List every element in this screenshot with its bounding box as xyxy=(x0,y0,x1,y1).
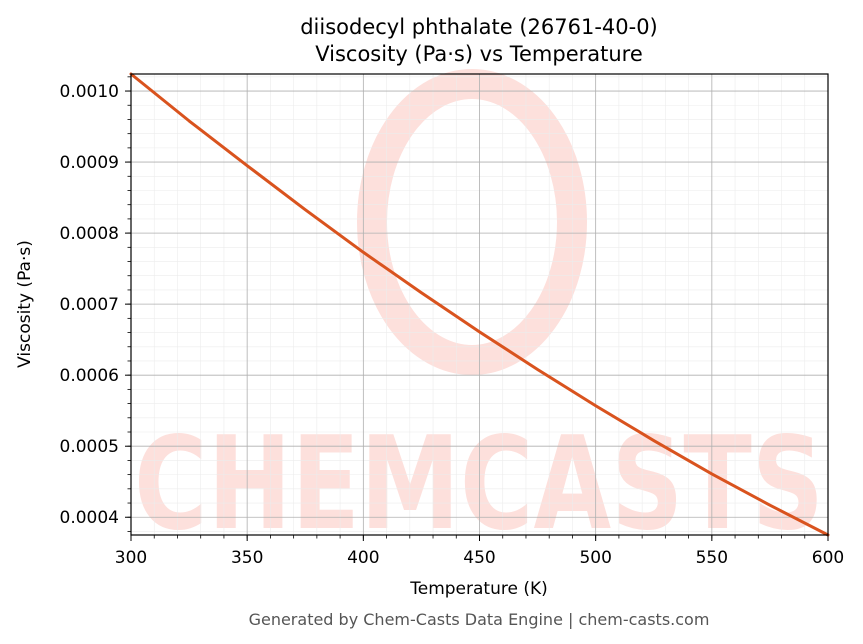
y-tick-label: 0.0007 xyxy=(60,295,119,315)
x-axis-label: Temperature (K) xyxy=(409,579,548,599)
y-tick-label: 0.0008 xyxy=(60,224,119,244)
chart-title-line1: diisodecyl phthalate (26761-40-0) xyxy=(300,15,658,39)
x-tick-label: 450 xyxy=(463,548,495,568)
series-layer xyxy=(129,72,830,537)
watermark-logo-ring xyxy=(357,69,587,375)
y-axis-label: Viscosity (Pa·s) xyxy=(15,240,35,368)
y-tick-label: 0.0005 xyxy=(60,437,119,457)
watermark-text: CHEMCASTS xyxy=(134,410,824,559)
series-line xyxy=(129,72,830,537)
y-tick-label: 0.0004 xyxy=(60,508,119,528)
footer-credit: Generated by Chem-Casts Data Engine | ch… xyxy=(249,610,710,629)
y-tick-label: 0.0009 xyxy=(60,153,119,173)
watermark: CHEMCASTS xyxy=(134,69,824,559)
y-tick-label: 0.0010 xyxy=(60,82,119,102)
x-tick-label: 600 xyxy=(812,548,844,568)
x-tick-label: 550 xyxy=(696,548,728,568)
y-tick-label: 0.0006 xyxy=(60,366,119,386)
x-tick-label: 350 xyxy=(231,548,263,568)
chart-title-line2: Viscosity (Pa·s) vs Temperature xyxy=(315,42,643,66)
y-axis-ticks: 0.0004 0.0005 0.0006 0.0007 0.0008 0.0009 0.00… xyxy=(60,76,131,532)
x-axis-ticks: 300 350 400 450 500 550 600 xyxy=(115,535,844,568)
x-tick-label: 500 xyxy=(579,548,611,568)
x-tick-label: 300 xyxy=(115,548,147,568)
x-tick-label: 400 xyxy=(347,548,379,568)
